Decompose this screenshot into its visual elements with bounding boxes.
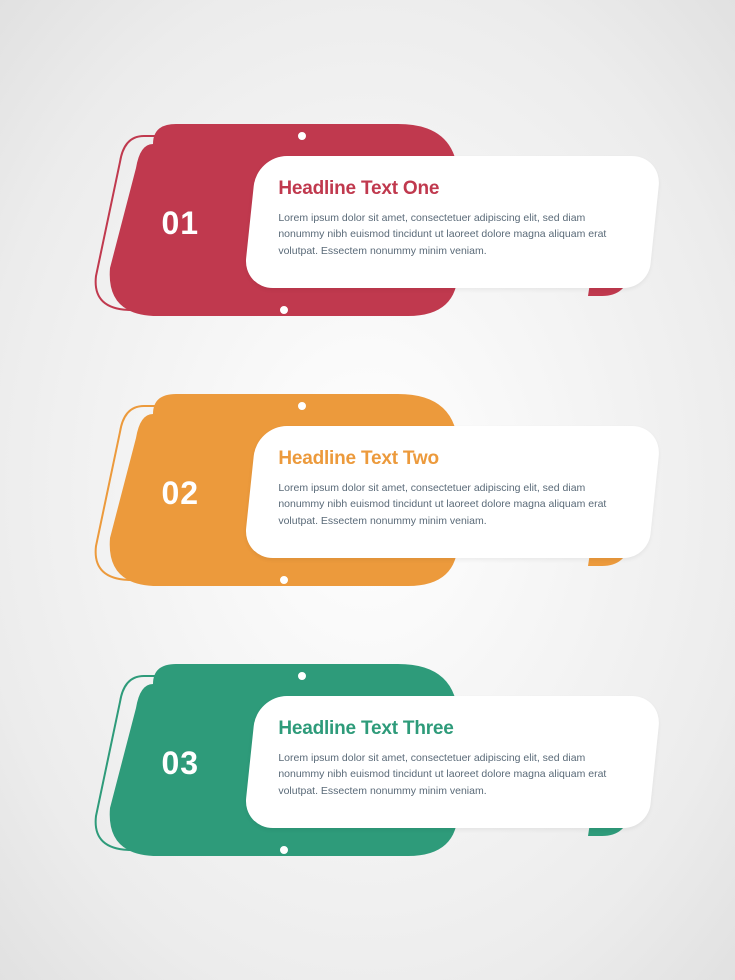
infographic-step: 03 Headline Text Three Lorem ipsum dolor…: [88, 660, 648, 860]
step-card: Headline Text Two Lorem ipsum dolor sit …: [243, 426, 662, 558]
step-number: 01: [162, 205, 200, 242]
step-body: Lorem ipsum dolor sit amet, consectetuer…: [278, 210, 619, 259]
infographic-step: 01 Headline Text One Lorem ipsum dolor s…: [88, 120, 648, 320]
step-body: Lorem ipsum dolor sit amet, consectetuer…: [278, 750, 619, 799]
step-body: Lorem ipsum dolor sit amet, consectetuer…: [278, 480, 619, 529]
step-number: 03: [162, 745, 200, 782]
step-card: Headline Text Three Lorem ipsum dolor si…: [243, 696, 662, 828]
step-card: Headline Text One Lorem ipsum dolor sit …: [243, 156, 662, 288]
step-number: 02: [162, 475, 200, 512]
step-headline: Headline Text Three: [278, 718, 619, 740]
infographic-step: 02 Headline Text Two Lorem ipsum dolor s…: [88, 390, 648, 590]
step-headline: Headline Text One: [278, 178, 619, 200]
step-headline: Headline Text Two: [278, 448, 619, 470]
